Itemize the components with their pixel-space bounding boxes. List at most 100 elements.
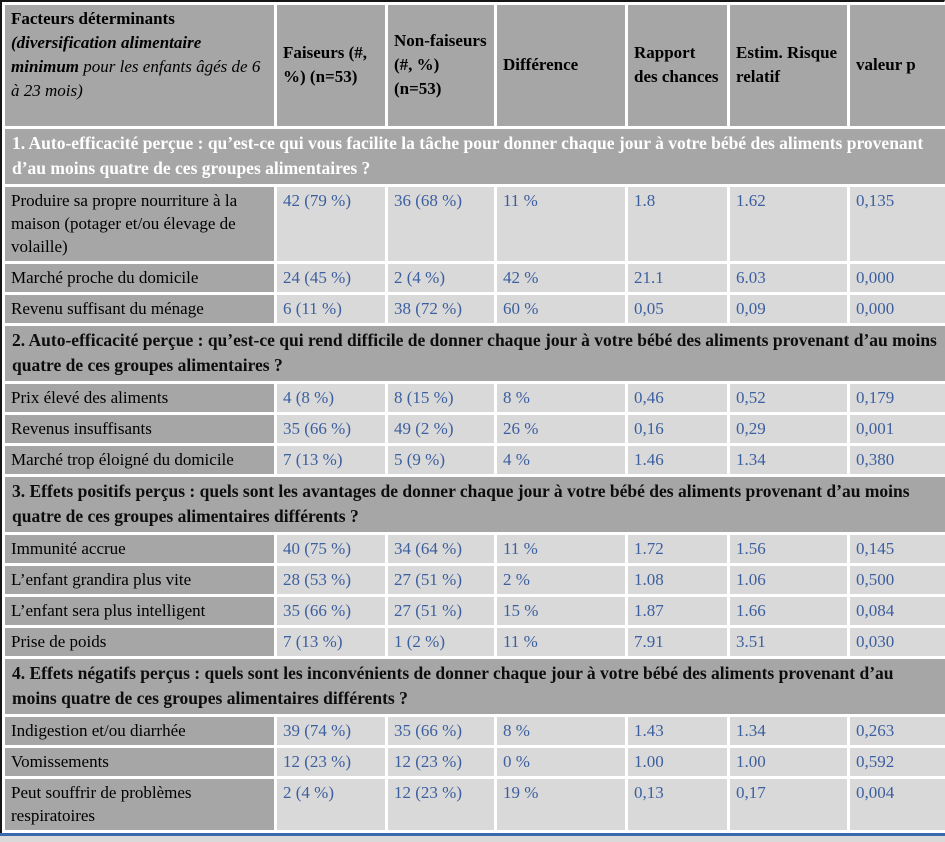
cell-non-faiseurs: 36 (68 %)	[387, 186, 496, 263]
cell-faiseurs: 4 (8 %)	[276, 383, 387, 414]
cell-difference: 11 %	[496, 627, 627, 658]
table-row: Vomissements 12 (23 %) 12 (23 %) 0 % 1.0…	[4, 747, 945, 778]
cell-risque: 1.34	[729, 716, 849, 747]
cell-difference: 60 %	[496, 294, 627, 325]
table-row: Peut souffrir de problèmes respiratoires…	[4, 778, 945, 832]
cell-non-faiseurs: 8 (15 %)	[387, 383, 496, 414]
cell-difference: 2 %	[496, 565, 627, 596]
cell-valeur-p: 0,592	[849, 747, 945, 778]
cell-difference: 0 %	[496, 747, 627, 778]
cell-valeur-p: 0,500	[849, 565, 945, 596]
column-header-faiseurs: Faiseurs (#, %) (n=53)	[276, 4, 387, 128]
section-row-1: 1. Auto-efficacité perçue : qu’est-ce qu…	[4, 128, 945, 186]
cell-risque: 0,17	[729, 778, 849, 832]
cell-risque: 0,29	[729, 414, 849, 445]
section-title-1: 1. Auto-efficacité perçue : qu’est-ce qu…	[4, 128, 945, 186]
cell-difference: 4 %	[496, 445, 627, 476]
cell-non-faiseurs: 27 (51 %)	[387, 596, 496, 627]
cell-faiseurs: 2 (4 %)	[276, 778, 387, 832]
cell-faiseurs: 6 (11 %)	[276, 294, 387, 325]
cell-rapport: 1.08	[627, 565, 729, 596]
cell-difference: 11 %	[496, 186, 627, 263]
cell-rapport: 1.46	[627, 445, 729, 476]
row-label: Marché trop éloigné du domicile	[4, 445, 276, 476]
cell-valeur-p: 0,145	[849, 534, 945, 565]
cell-valeur-p: 0,030	[849, 627, 945, 658]
cell-non-faiseurs: 38 (72 %)	[387, 294, 496, 325]
cell-non-faiseurs: 27 (51 %)	[387, 565, 496, 596]
cell-faiseurs: 35 (66 %)	[276, 596, 387, 627]
cell-faiseurs: 42 (79 %)	[276, 186, 387, 263]
cell-rapport: 0,13	[627, 778, 729, 832]
cell-faiseurs: 12 (23 %)	[276, 747, 387, 778]
cell-difference: 8 %	[496, 383, 627, 414]
table-row: L’enfant sera plus intelligent 35 (66 %)…	[4, 596, 945, 627]
cell-faiseurs: 24 (45 %)	[276, 263, 387, 294]
cell-non-faiseurs: 12 (23 %)	[387, 747, 496, 778]
cell-faiseurs: 7 (13 %)	[276, 445, 387, 476]
cell-risque: 1.56	[729, 534, 849, 565]
cell-faiseurs: 28 (53 %)	[276, 565, 387, 596]
cell-valeur-p: 0,380	[849, 445, 945, 476]
cell-difference: 26 %	[496, 414, 627, 445]
row-label: Revenu suffisant du ménage	[4, 294, 276, 325]
section-title-3: 3. Effets positifs perçus : quels sont l…	[4, 476, 945, 534]
cell-rapport: 1.8	[627, 186, 729, 263]
cell-difference: 42 %	[496, 263, 627, 294]
cell-rapport: 1.43	[627, 716, 729, 747]
cell-risque: 1.34	[729, 445, 849, 476]
cell-difference: 15 %	[496, 596, 627, 627]
cell-risque: 1.62	[729, 186, 849, 263]
header-title-bold: Facteurs déterminants	[11, 9, 175, 28]
next-row-sliver	[0, 836, 945, 842]
cell-faiseurs: 39 (74 %)	[276, 716, 387, 747]
cell-rapport: 1.72	[627, 534, 729, 565]
section-title-2: 2. Auto-efficacité perçue : qu’est-ce qu…	[4, 325, 945, 383]
column-header-valeur-p: valeur p	[849, 4, 945, 128]
cell-difference: 19 %	[496, 778, 627, 832]
table-row: Marché trop éloigné du domicile 7 (13 %)…	[4, 445, 945, 476]
cell-rapport: 1.87	[627, 596, 729, 627]
cell-risque: 3.51	[729, 627, 849, 658]
header-row: Facteurs déterminants (diversification a…	[4, 4, 945, 128]
cell-rapport: 0,05	[627, 294, 729, 325]
cell-non-faiseurs: 5 (9 %)	[387, 445, 496, 476]
cell-valeur-p: 0,001	[849, 414, 945, 445]
cell-rapport: 0,16	[627, 414, 729, 445]
cell-valeur-p: 0,004	[849, 778, 945, 832]
cell-valeur-p: 0,179	[849, 383, 945, 414]
row-label: L’enfant sera plus intelligent	[4, 596, 276, 627]
table-row: L’enfant grandira plus vite 28 (53 %) 27…	[4, 565, 945, 596]
section-row-3: 3. Effets positifs perçus : quels sont l…	[4, 476, 945, 534]
table-row: Prix élevé des aliments 4 (8 %) 8 (15 %)…	[4, 383, 945, 414]
table-row: Marché proche du domicile 24 (45 %) 2 (4…	[4, 263, 945, 294]
cell-rapport: 21.1	[627, 263, 729, 294]
row-label: Revenus insuffisants	[4, 414, 276, 445]
section-row-4: 4. Effets négatifs perçus : quels sont l…	[4, 658, 945, 716]
cell-valeur-p: 0,000	[849, 263, 945, 294]
table-row: Revenu suffisant du ménage 6 (11 %) 38 (…	[4, 294, 945, 325]
cell-non-faiseurs: 2 (4 %)	[387, 263, 496, 294]
table-row: Immunité accrue 40 (75 %) 34 (64 %) 11 %…	[4, 534, 945, 565]
row-label: Prise de poids	[4, 627, 276, 658]
column-header-difference: Différence	[496, 4, 627, 128]
row-label: Vomissements	[4, 747, 276, 778]
table-row: Prise de poids 7 (13 %) 1 (2 %) 11 % 7.9…	[4, 627, 945, 658]
cell-valeur-p: 0,263	[849, 716, 945, 747]
cell-faiseurs: 7 (13 %)	[276, 627, 387, 658]
row-label: Indigestion et/ou diarrhée	[4, 716, 276, 747]
cell-valeur-p: 0,135	[849, 186, 945, 263]
cell-risque: 6.03	[729, 263, 849, 294]
cell-non-faiseurs: 1 (2 %)	[387, 627, 496, 658]
cell-rapport: 7.91	[627, 627, 729, 658]
cell-valeur-p: 0,000	[849, 294, 945, 325]
cell-valeur-p: 0,084	[849, 596, 945, 627]
cell-faiseurs: 40 (75 %)	[276, 534, 387, 565]
cell-non-faiseurs: 34 (64 %)	[387, 534, 496, 565]
row-label: Peut souffrir de problèmes respiratoires	[4, 778, 276, 832]
cell-non-faiseurs: 49 (2 %)	[387, 414, 496, 445]
cell-risque: 0,09	[729, 294, 849, 325]
